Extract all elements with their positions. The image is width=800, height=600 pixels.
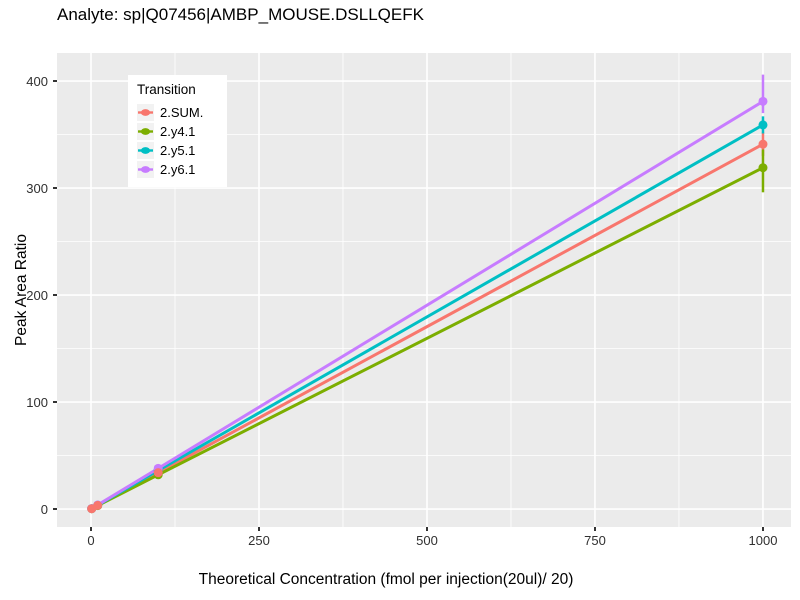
legend-item: 2.y6.1	[137, 160, 219, 178]
pointrange-icon	[138, 146, 153, 154]
x-tick-label: 750	[584, 533, 606, 548]
y-axis-tick	[53, 508, 57, 510]
y-axis-tick	[53, 294, 57, 296]
legend-item-label: 2.SUM.	[160, 104, 204, 120]
y-axis-tick	[53, 80, 57, 82]
y-tick-label: 200	[26, 287, 48, 303]
legend-items: 2.SUM. 2.y4.1 2.y5.1 2.y6.1	[137, 103, 219, 178]
x-axis-title: Theoretical Concentration (fmol per inje…	[198, 571, 574, 588]
plot-panel: Transition 2.SUM. 2.y4.1 2.y5.1 2.y6.1	[57, 53, 791, 527]
legend-title: Transition	[137, 82, 196, 97]
x-tick-label: 0	[87, 533, 95, 548]
chart-title: Analyte: sp|Q07456|AMBP_MOUSE.DSLLQEFK	[57, 5, 424, 24]
legend-item-label: 2.y4.1	[160, 123, 196, 139]
x-axis-tick	[90, 527, 92, 531]
data-point	[758, 96, 768, 106]
pointrange-icon	[138, 165, 153, 173]
y-axis-tick	[53, 187, 57, 189]
data-point	[758, 163, 768, 173]
legend-item-label: 2.y6.1	[160, 161, 196, 177]
legend-key-glyph	[137, 160, 154, 178]
x-tick-label: 250	[248, 533, 270, 548]
legend-item-label: 2.y5.1	[160, 142, 196, 158]
legend-item: 2.y5.1	[137, 141, 219, 159]
x-tick-label: 500	[416, 533, 438, 548]
x-axis-tick	[594, 527, 596, 531]
plot-canvas	[57, 53, 791, 527]
x-tick-label: 1000	[748, 533, 778, 548]
legend-item: 2.y4.1	[137, 122, 219, 140]
legend-item: 2.SUM.	[137, 103, 219, 121]
data-point	[93, 500, 103, 510]
data-point	[758, 139, 768, 149]
legend: Transition 2.SUM. 2.y4.1 2.y5.1 2.y6.1	[128, 75, 227, 187]
pointrange-icon	[138, 127, 153, 135]
data-point	[758, 120, 768, 130]
x-axis-tick	[762, 527, 764, 531]
y-tick-label: 300	[26, 180, 48, 196]
y-tick-label: 0	[40, 501, 48, 517]
y-tick-label: 400	[26, 73, 48, 89]
legend-key-glyph	[137, 122, 154, 140]
x-axis-tick	[426, 527, 428, 531]
pointrange-icon	[138, 108, 153, 116]
legend-key-glyph	[137, 141, 154, 159]
x-axis-tick	[258, 527, 260, 531]
data-point	[153, 468, 163, 478]
y-tick-label: 100	[26, 394, 48, 410]
y-axis-tick	[53, 401, 57, 403]
legend-key-glyph	[137, 103, 154, 121]
